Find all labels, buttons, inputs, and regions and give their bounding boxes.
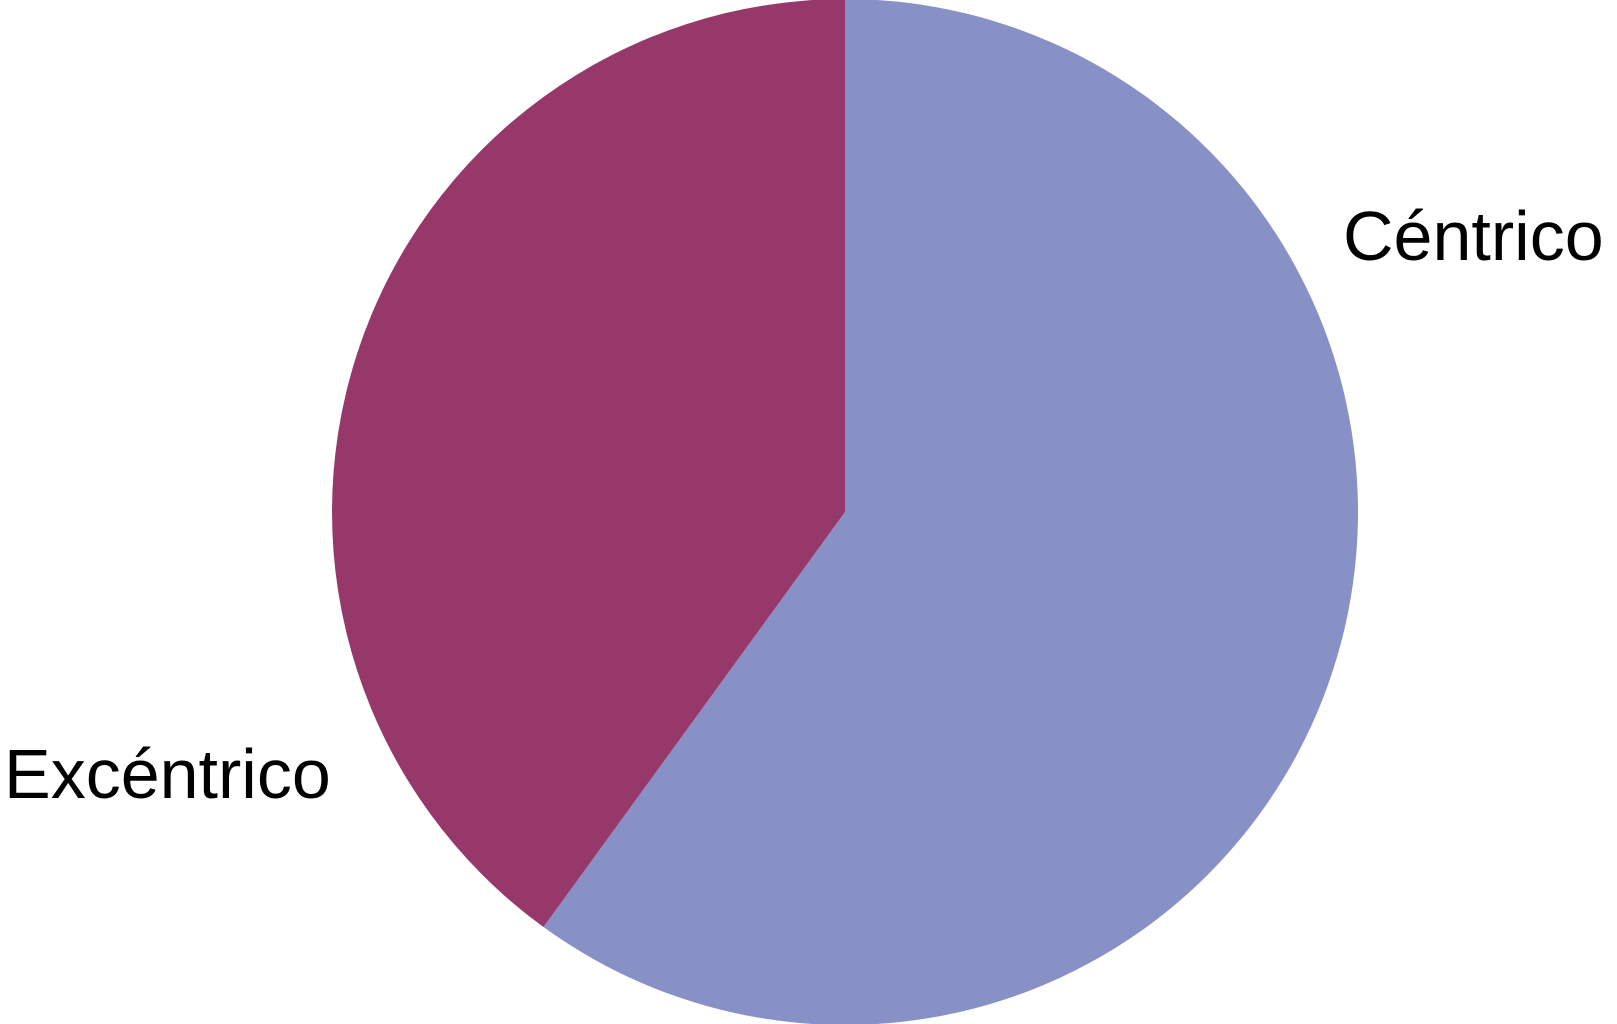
slice-label-excentrico: Excéntrico <box>4 735 331 813</box>
pie-slice-centrico <box>543 0 1358 1024</box>
pie-slice-excentrico <box>332 0 845 928</box>
slice-label-centrico: Céntrico <box>1343 197 1604 275</box>
